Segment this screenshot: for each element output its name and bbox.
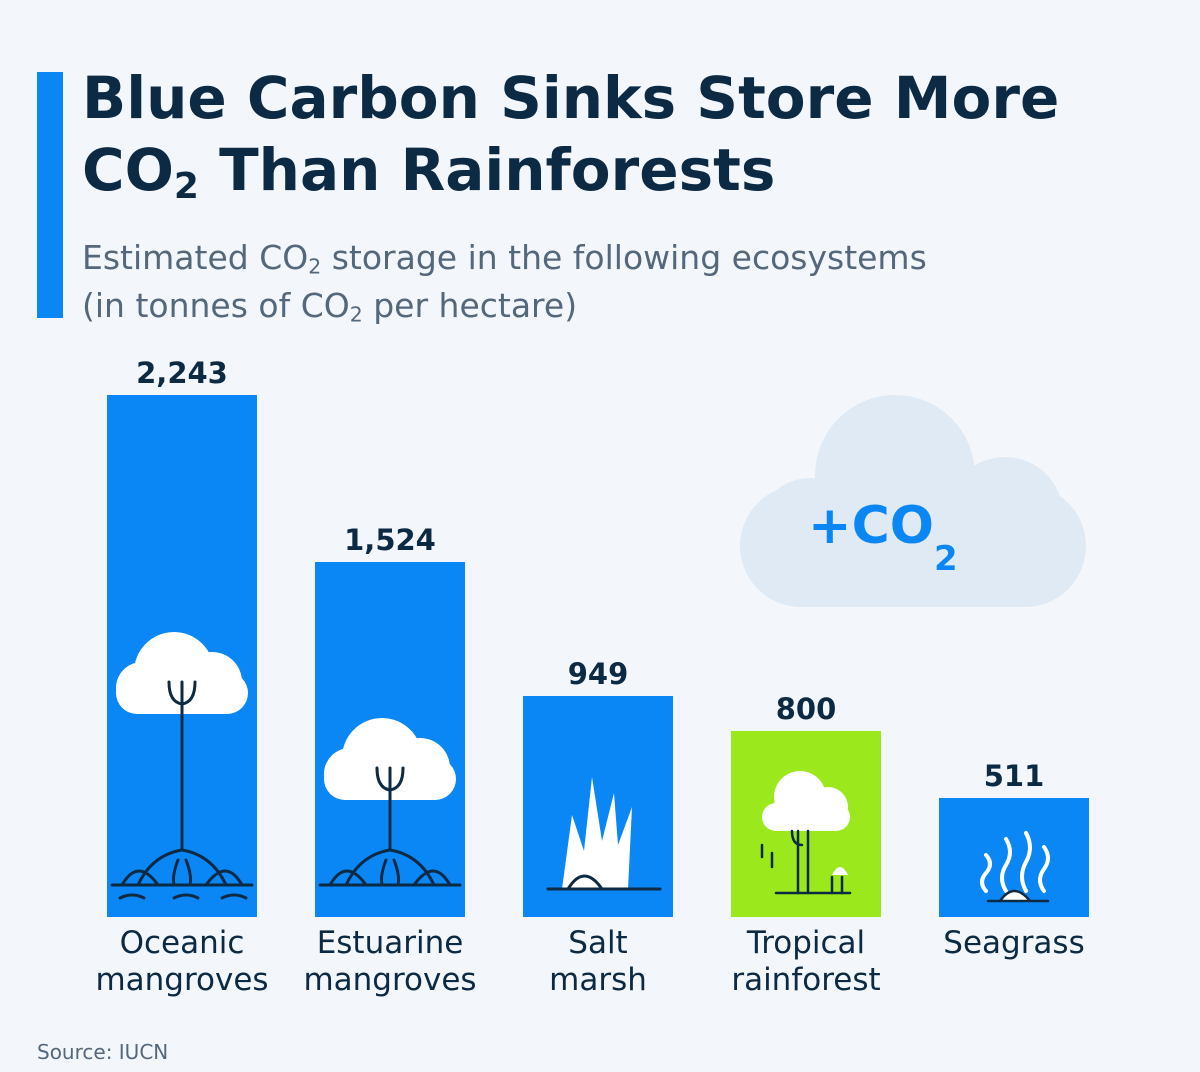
value-label-1: 1,524 — [344, 523, 436, 557]
subtitle-line-1-suffix: storage in the following ecosystems — [321, 238, 927, 277]
category-label-4-0: Seagrass — [943, 925, 1084, 961]
rainforest-tree-icon — [760, 771, 852, 895]
marsh-grass-icon — [546, 777, 662, 891]
category-label-0-1: mangroves — [95, 962, 268, 998]
subtitle-line-1-prefix: Estimated CO — [82, 238, 309, 277]
chart-subtitle: Estimated CO2 storage in the following e… — [82, 234, 927, 330]
cloud-icon — [740, 395, 1086, 607]
category-label-2-1: marsh — [549, 962, 647, 998]
subtitle-line-2-suffix: per hectare) — [362, 286, 578, 325]
title-line-1: Blue Carbon Sinks Store More — [82, 64, 1060, 132]
category-label-3-0: Tropical — [746, 925, 865, 961]
title-accent-bar — [37, 72, 63, 318]
value-label-0: 2,243 — [136, 356, 228, 390]
category-label-3-1: rainforest — [731, 962, 880, 998]
subtitle-line-2-prefix: (in tonnes of CO — [82, 286, 350, 325]
seagrass-icon — [980, 831, 1050, 903]
value-label-2: 949 — [568, 657, 629, 691]
co2-cloud-badge: +CO2 — [740, 395, 1086, 607]
title-subscript: 2 — [173, 165, 199, 207]
co2-badge-text: +CO2 — [808, 496, 958, 579]
title-line-2-prefix: CO — [82, 136, 174, 204]
source-note: Source: IUCN — [37, 1040, 169, 1064]
chart-title: Blue Carbon Sinks Store More CO2 Than Ra… — [82, 62, 1059, 206]
category-label-1-0: Estuarine — [317, 925, 464, 961]
category-label-2-0: Salt — [568, 925, 627, 961]
subtitle-subscript-2: 2 — [349, 302, 363, 327]
icons-group — [110, 632, 1050, 903]
category-label-1-1: mangroves — [303, 962, 476, 998]
title-line-2-suffix: Than Rainforests — [198, 136, 776, 204]
value-label-3: 800 — [776, 692, 837, 726]
value-label-4: 511 — [984, 759, 1045, 793]
mangrove-tree-icon — [110, 632, 254, 900]
value-labels-group: 2,243 1,524 949 800 511 — [136, 356, 1044, 793]
mangrove-tree-icon — [318, 718, 462, 887]
category-label-0-0: Oceanic — [120, 925, 245, 961]
category-labels-group: OceanicmangrovesEstuarinemangrovesSaltma… — [95, 925, 1084, 998]
subtitle-subscript-1: 2 — [308, 254, 322, 279]
